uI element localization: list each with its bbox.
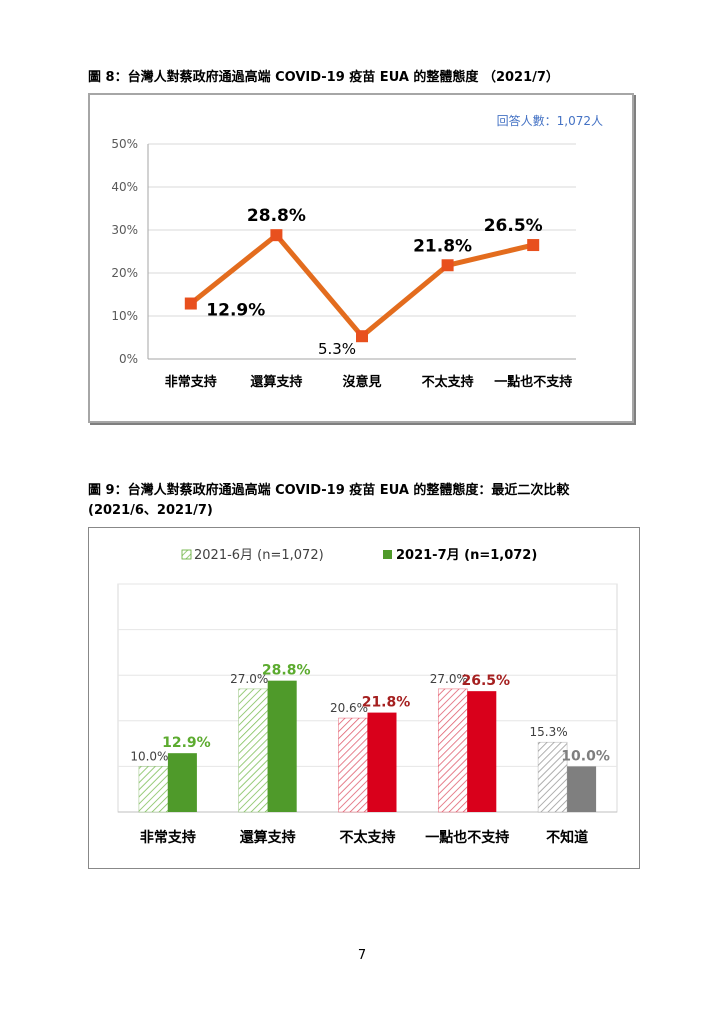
legend-label-july: 2021-7月 (n=1,072) [396,548,537,563]
page-number: 7 [357,948,367,963]
legend: 2021-6月 (n=1,072) 2021-7月 (n=1,072) [181,548,537,563]
x-tick-label: 還算支持 [240,829,296,846]
respondent-count-note: 回答人數：1,072人 [497,113,603,128]
bar-july [467,691,497,812]
x-tick-label: 不太支持 [340,829,396,846]
data-point-marker [184,297,197,310]
bar-june [537,741,568,813]
data-point-marker [356,330,368,343]
figure9-chart: 2021-6月 (n=1,072) 2021-7月 (n=1,072) 10.0… [88,527,640,869]
x-tick-label: 非常支持 [165,374,217,390]
data-value-label: 28.8% [247,206,306,226]
support-line-series [189,231,534,340]
bar-july-label: 28.8% [262,663,311,679]
bar-june-label: 15.3% [530,725,568,739]
data-value-label: 5.3% [318,340,356,358]
bar-july-label: 21.8% [362,695,411,711]
data-point-marker [527,239,540,252]
legend-swatch-july [383,550,392,559]
y-tick-label: 0% [119,352,138,366]
data-value-label: 12.9% [206,301,265,321]
figure8-chart: 回答人數：1,072人 0% 10% 20% 30% 40% 50% 非常支持 還算支持 沒意… [88,93,634,423]
bar-july-label: 10.0% [561,748,610,764]
data-value-label: 26.5% [484,216,543,236]
figure9-caption-line2: (2021/6、2021/7) [88,503,213,518]
data-value-label: 21.8% [413,236,472,256]
x-tick-label: 一點也不支持 [425,829,509,846]
data-point-marker [270,229,283,242]
data-point-marker [441,259,454,272]
x-tick-label: 不知道 [546,829,588,846]
bar-july-label: 12.9% [162,735,211,751]
y-tick-label: 40% [111,180,138,194]
y-tick-label: 50% [111,137,138,151]
x-tick-label: 還算支持 [250,374,302,390]
bar-june [238,688,268,813]
bar-july-label: 26.5% [462,673,511,689]
figure9-caption-line1: 圖 9：台灣人對蔡政府通過高端 COVID-19 疫苗 EUA 的整體態度：最近… [88,483,570,498]
x-tick-label: 不太支持 [422,374,474,390]
x-tick-label: 非常支持 [140,829,196,846]
legend-swatch-june [181,549,192,560]
bar-june-label: 27.0% [230,672,268,686]
y-tick-label: 20% [111,266,138,280]
y-tick-label: 30% [111,223,138,237]
figure9-svg: 2021-6月 (n=1,072) 2021-7月 (n=1,072) 10.0… [117,548,618,846]
legend-label-june: 2021-6月 (n=1,072) [194,548,324,563]
bar-june-label: 27.0% [430,672,468,686]
figure8-caption: 圖 8：台灣人對蔡政府通過高端 COVID-19 疫苗 EUA 的整體態度 （2… [88,70,559,85]
figure8-svg: 回答人數：1,072人 0% 10% 20% 30% 40% 50% 非常支持 還算支持 沒意… [111,113,603,390]
bar-july [367,712,397,812]
bar-june [437,688,468,813]
x-tick-label: 沒意見 [342,374,381,390]
bar-july [167,753,197,812]
bar-july [267,680,297,812]
figure9-caption: 圖 9：台灣人對蔡政府通過高端 COVID-19 疫苗 EUA 的整體態度：最近… [88,481,569,521]
bar-june-label: 10.0% [130,749,168,763]
x-tick-label: 一點也不支持 [494,374,572,390]
y-tick-label: 10% [111,309,138,323]
bar-june [138,766,169,813]
bar-june [338,717,368,813]
bar-july [567,766,597,812]
bar-june-label: 20.6% [330,701,368,715]
